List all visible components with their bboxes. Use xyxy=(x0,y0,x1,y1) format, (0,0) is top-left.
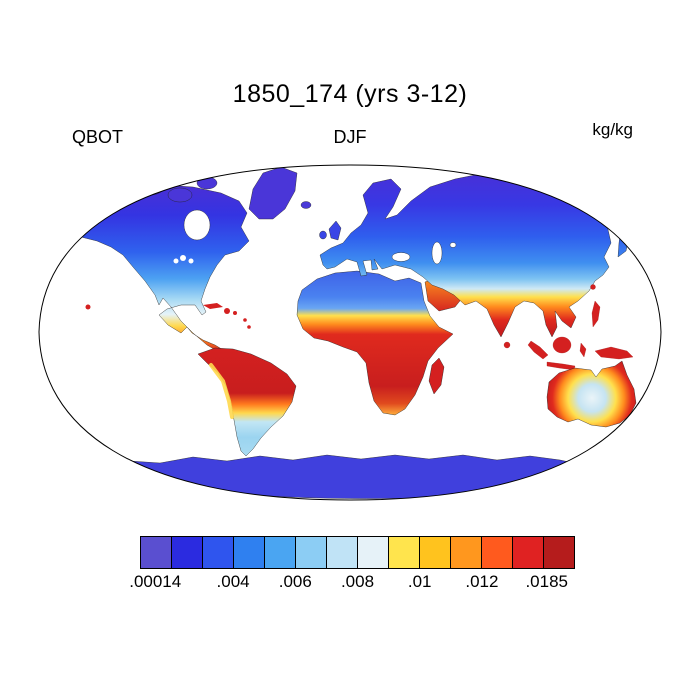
madagascar xyxy=(428,357,445,395)
iceland xyxy=(300,201,312,209)
colorbar-segment xyxy=(233,537,264,568)
colorbar-segment xyxy=(512,537,543,568)
africa-region xyxy=(296,270,454,416)
antarctica-region xyxy=(102,454,596,499)
sulawesi xyxy=(579,342,587,358)
land-group xyxy=(56,166,661,499)
colorbar-segment xyxy=(419,537,450,568)
variable-label: QBOT xyxy=(72,127,124,147)
colorbar-tick-label: .00014 xyxy=(129,572,182,591)
andes-band xyxy=(209,363,234,419)
colorbar-tick-label: .008 xyxy=(340,572,375,591)
new-guinea xyxy=(594,346,634,360)
colorbar-segment xyxy=(264,537,295,568)
colorbar-segment xyxy=(481,537,512,568)
australia-region xyxy=(546,360,637,428)
colorbar-segment xyxy=(141,537,171,568)
borneo xyxy=(552,336,572,354)
units-label: kg/kg xyxy=(592,120,633,139)
colorbar-tick-label: .004 xyxy=(216,572,250,591)
map-svg xyxy=(38,164,662,501)
sri-lanka xyxy=(503,341,511,349)
colorbar xyxy=(140,536,575,569)
colorbar-segment xyxy=(326,537,357,568)
tasmania xyxy=(614,433,622,443)
colorbar-tick-label: .012 xyxy=(465,572,499,591)
colorbar-tick-label: .006 xyxy=(278,572,312,591)
great-lakes xyxy=(173,255,194,264)
season-label: DJF xyxy=(333,127,367,147)
hawaii xyxy=(85,304,91,310)
colorbar-segment xyxy=(357,537,388,568)
philippines xyxy=(591,300,601,328)
colorbar-ticks: .00014 .004 .006 .008 .01 .012 .0185 xyxy=(129,572,575,596)
eurasia-inland-seas xyxy=(391,241,457,265)
colorbar-segment xyxy=(202,537,233,568)
caribbean-islands xyxy=(203,303,251,329)
eurasia-region xyxy=(319,169,636,338)
southeast-asia-islands xyxy=(503,284,634,371)
colorbar-segment xyxy=(388,537,419,568)
hudson-bay xyxy=(183,209,211,241)
taiwan xyxy=(590,284,596,290)
world-map xyxy=(35,155,665,510)
colorbar-segment xyxy=(295,537,326,568)
sumatra xyxy=(527,340,549,360)
north-america-region xyxy=(56,184,250,353)
colorbar-tick-label: .01 xyxy=(407,572,432,591)
colorbar-segment xyxy=(450,537,481,568)
colorbar-tick-label: .0185 xyxy=(525,572,568,591)
british-isles xyxy=(319,220,342,241)
figure-title: 1850_174 (yrs 3-12) xyxy=(232,80,468,108)
java xyxy=(546,361,576,371)
new-zealand xyxy=(650,416,661,446)
colorbar-segment xyxy=(171,537,202,568)
map-outline xyxy=(38,164,662,501)
greenland-region xyxy=(248,166,298,220)
colorbar-segment xyxy=(543,537,574,568)
